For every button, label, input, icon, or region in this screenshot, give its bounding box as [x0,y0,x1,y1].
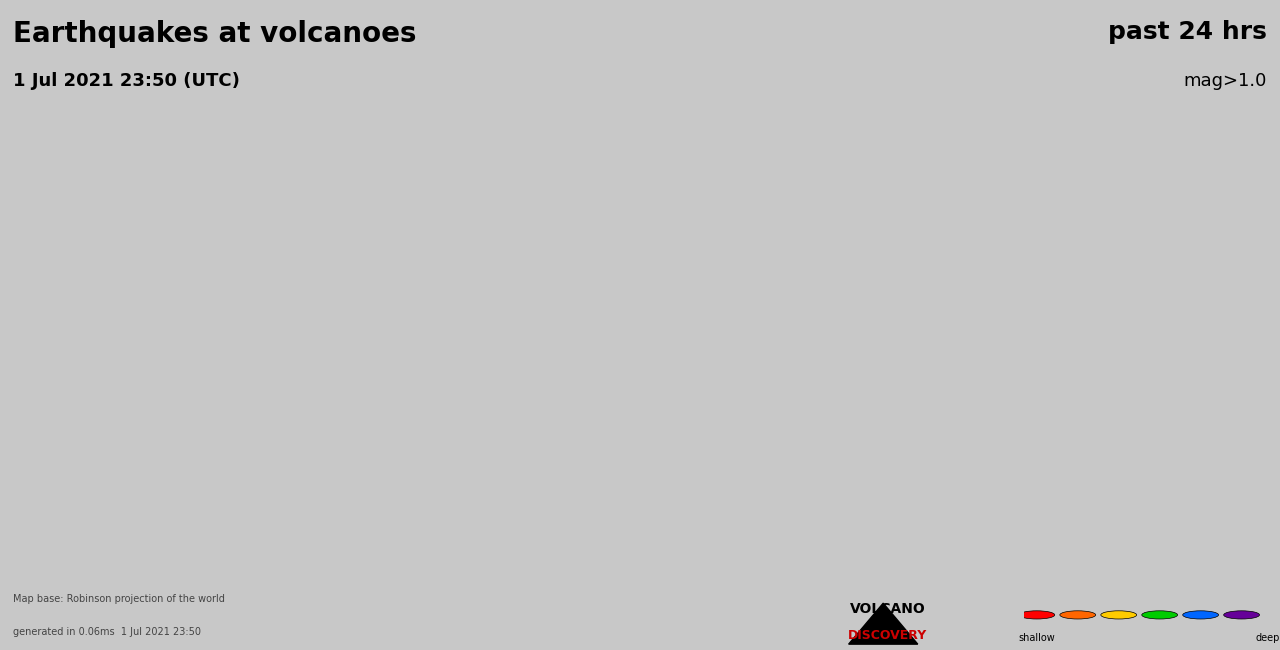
Circle shape [1224,611,1260,619]
Circle shape [1183,611,1219,619]
Text: shallow: shallow [1019,633,1055,644]
Text: Earthquakes at volcanoes: Earthquakes at volcanoes [13,20,416,47]
Text: deep: deep [1254,633,1280,644]
Text: Map base: Robinson projection of the world: Map base: Robinson projection of the wor… [13,595,225,604]
Circle shape [1101,611,1137,619]
Circle shape [1019,611,1055,619]
Text: VOLCANO: VOLCANO [850,602,925,616]
Polygon shape [849,603,918,644]
Text: mag>1.0: mag>1.0 [1184,72,1267,90]
Text: 1 Jul 2021 23:50 (UTC): 1 Jul 2021 23:50 (UTC) [13,72,239,90]
Circle shape [1142,611,1178,619]
Text: past 24 hrs: past 24 hrs [1108,20,1267,44]
Circle shape [1060,611,1096,619]
Text: DISCOVERY: DISCOVERY [849,629,928,642]
Text: generated in 0.06ms  1 Jul 2021 23:50: generated in 0.06ms 1 Jul 2021 23:50 [13,627,201,637]
